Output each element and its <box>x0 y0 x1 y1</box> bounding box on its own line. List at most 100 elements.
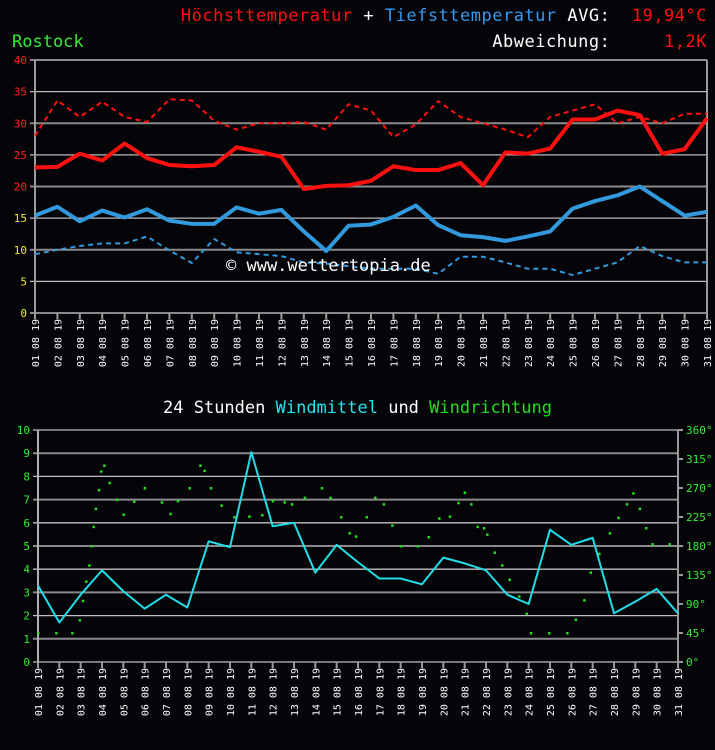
x-tick-label: 21 08 19 <box>479 319 490 367</box>
wind-direction-point <box>103 464 106 467</box>
x-tick-label: 17 08 19 <box>375 668 386 716</box>
wind-direction-point <box>160 501 164 504</box>
x-tick-label: 31 08 19 <box>674 668 685 716</box>
avg-label: AVG: <box>567 6 611 26</box>
wind-direction-point <box>94 507 98 511</box>
wind-direction-point <box>365 516 369 519</box>
wind-direction-point <box>271 499 275 503</box>
y-tick-label: 3 <box>23 586 30 599</box>
x-tick-label: 13 08 19 <box>300 319 311 367</box>
wind-direction-point <box>143 487 147 490</box>
x-tick-label: 30 08 19 <box>653 668 664 716</box>
x-tick-label: 18 08 19 <box>412 319 423 367</box>
wind-direction-point <box>529 632 533 635</box>
x-tick-label: 01 08 19 <box>34 668 45 716</box>
x-tick-label: 08 08 19 <box>183 668 194 716</box>
x-tick-label: 27 08 19 <box>613 319 624 367</box>
y2-tick-label: 0° <box>686 656 699 669</box>
x-tick-label: 07 08 19 <box>162 668 173 716</box>
y-tick-label: 6 <box>23 517 30 530</box>
x-tick-label: 13 08 19 <box>290 668 301 716</box>
x-tick-label: 25 08 19 <box>569 319 580 367</box>
x-tick-label: 01 08 19 <box>31 319 42 367</box>
wind-title-direction: Windrichtung <box>429 398 552 418</box>
wind-direction-point <box>90 545 93 548</box>
y-tick-label: 10 <box>17 424 30 437</box>
x-tick-label: 29 08 19 <box>631 668 642 716</box>
wind-direction-point <box>209 487 213 490</box>
y-tick-label: 15 <box>14 212 27 225</box>
x-tick-label: 22 08 19 <box>482 668 493 716</box>
station-name: Rostock <box>12 32 84 52</box>
wind-direction-point <box>81 599 85 603</box>
wind-direction-point <box>632 492 635 495</box>
y-tick-label: 0 <box>23 656 30 669</box>
wind-direction-point <box>427 535 430 539</box>
x-tick-label: 29 08 19 <box>658 319 669 367</box>
wind-direction-point <box>92 525 95 529</box>
x-tick-label: 20 08 19 <box>457 319 468 367</box>
x-tick-label: 23 08 19 <box>503 668 514 716</box>
y2-tick-label: 90° <box>686 598 706 611</box>
deviation-value: 1,2K <box>664 32 707 52</box>
x-tick-label: 06 08 19 <box>141 668 152 716</box>
x-tick-label: 02 08 19 <box>53 319 64 367</box>
wind-direction-point <box>438 517 441 520</box>
x-tick-label: 28 08 19 <box>636 319 647 367</box>
y-tick-label: 0 <box>20 307 27 320</box>
wind-direction-point <box>482 526 486 530</box>
x-tick-label: 18 08 19 <box>397 668 408 716</box>
series-line-h-chsttemperatur-mittel- <box>34 98 707 139</box>
deviation-row: Abweichung: 1,2K <box>492 32 707 52</box>
wind-direction-point <box>448 515 452 518</box>
wind-title-speed: Windmittel <box>275 398 378 418</box>
y-tick-label: 7 <box>23 494 30 507</box>
wind-direction-point <box>547 632 551 635</box>
x-tick-label: 07 08 19 <box>165 319 176 367</box>
x-tick-label: 10 08 19 <box>233 319 244 367</box>
x-tick-label: 17 08 19 <box>389 319 400 367</box>
x-tick-label: 24 08 19 <box>525 668 536 716</box>
wind-direction-point <box>261 514 264 517</box>
y2-tick-label: 360° <box>686 424 713 437</box>
x-tick-label: 24 08 19 <box>546 319 557 367</box>
wind-direction-point <box>108 481 111 485</box>
x-tick-label: 03 08 19 <box>76 319 87 367</box>
x-tick-label: 26 08 19 <box>567 668 578 716</box>
wind-direction-point <box>85 580 88 583</box>
y2-tick-label: 135° <box>686 569 713 582</box>
x-tick-label: 11 08 19 <box>247 668 258 716</box>
wind-direction-point <box>122 513 125 516</box>
legend-max-label: Höchsttemperatur <box>180 6 353 26</box>
wind-direction-point <box>99 470 103 473</box>
wind-direction-point <box>391 524 394 527</box>
wind-direction-point <box>598 552 601 556</box>
y-tick-label: 2 <box>23 610 30 623</box>
series-line-tiefsttemperatur <box>34 184 708 254</box>
wind-direction-point <box>233 516 236 519</box>
wind-direction-point <box>416 545 420 548</box>
wind-direction-point <box>508 578 511 582</box>
wind-speed-line <box>37 451 679 624</box>
x-tick-label: 28 08 19 <box>610 668 621 716</box>
y-tick-label: 20 <box>14 181 27 194</box>
wind-title-prefix: 24 Stunden <box>163 398 276 418</box>
y-tick-label: 40 <box>14 54 27 67</box>
x-tick-label: 05 08 19 <box>119 668 130 716</box>
y-tick-label: 30 <box>14 117 27 130</box>
y-tick-label: 5 <box>20 275 27 288</box>
wind-direction-point <box>339 516 343 519</box>
x-tick-label: 27 08 19 <box>589 668 600 716</box>
wind-direction-point <box>617 516 620 520</box>
wind-direction-point <box>133 500 136 504</box>
wind-direction-point <box>283 501 286 504</box>
wind-direction-point <box>320 487 324 490</box>
series-line-h-chsttemperatur <box>34 108 709 192</box>
x-tick-label: 16 08 19 <box>367 319 378 367</box>
y2-tick-label: 270° <box>686 482 713 495</box>
legend-min-label: Tiefsttemperatur <box>384 6 557 26</box>
x-tick-label: 09 08 19 <box>210 319 221 367</box>
series-line-tiefsttemperatur-mittel- <box>34 235 707 277</box>
y-tick-label: 4 <box>23 563 30 576</box>
